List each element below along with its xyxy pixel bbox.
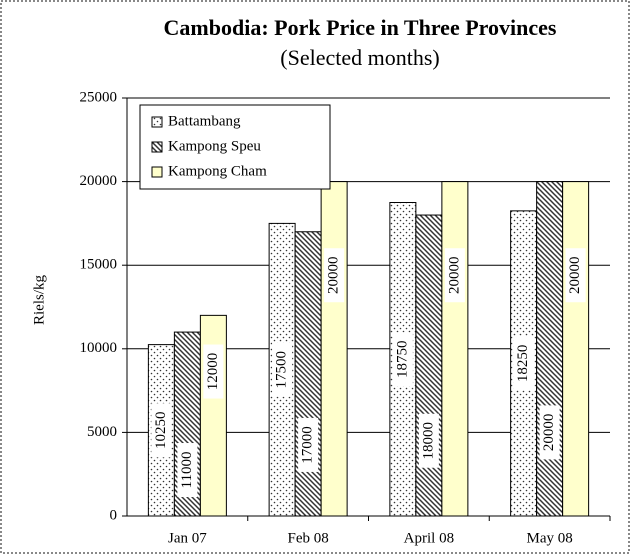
bar: [294, 231, 322, 517]
x-tick-label: Jan 07: [168, 530, 207, 546]
y-axis-label: Riels/kg: [31, 275, 47, 326]
legend-text: Kampong Cham: [168, 163, 267, 179]
value-label: 20000: [567, 256, 583, 294]
legend-text: Battambang: [168, 113, 241, 129]
value-label: 18250: [515, 345, 531, 383]
value-label: 17000: [300, 426, 316, 464]
x-tick-label: Feb 08: [288, 530, 329, 546]
x-tick-label: May 08: [527, 530, 573, 546]
value-label-box: [513, 336, 534, 391]
y-tick-label: 10000: [80, 340, 118, 356]
value-label: 17500: [274, 351, 290, 389]
y-tick-label: 0: [110, 507, 118, 523]
value-label-box: [272, 342, 293, 397]
legend-swatch: [151, 141, 163, 153]
bar: [415, 214, 443, 517]
bar: [562, 181, 590, 517]
value-label-box: [177, 443, 198, 498]
value-label-box: [565, 248, 586, 303]
legend-box: [139, 104, 331, 190]
value-label: 18000: [420, 422, 436, 460]
value-label: 11000: [179, 452, 195, 489]
value-label-box: [324, 248, 345, 303]
value-label-box: [298, 417, 319, 472]
bar: [536, 181, 564, 517]
legend-text: Kampong Speu: [168, 138, 261, 154]
bar: [320, 181, 348, 517]
value-label: 12000: [205, 353, 221, 391]
value-label: 10250: [153, 412, 169, 450]
legend-swatch: [151, 116, 163, 128]
value-label: 18750: [394, 341, 410, 379]
value-label-box: [444, 248, 465, 303]
y-tick-label: 15000: [80, 257, 118, 273]
value-label-box: [203, 344, 224, 399]
value-label-box: [539, 405, 560, 460]
value-label: 20000: [446, 256, 462, 294]
bar: [441, 181, 469, 517]
value-label-box: [151, 403, 172, 458]
x-tick-label: April 08: [404, 530, 454, 546]
chart-subtitle: (Selected months): [280, 45, 439, 70]
legend-swatch: [151, 166, 163, 178]
value-label: 20000: [541, 414, 557, 452]
value-label-box: [392, 332, 413, 387]
chart-title: Cambodia: Pork Price in Three Provinces: [164, 15, 557, 40]
y-tick-label: 5000: [87, 424, 117, 440]
value-label: 20000: [326, 256, 342, 294]
y-tick-label: 20000: [80, 173, 118, 189]
y-tick-label: 25000: [80, 89, 118, 105]
value-label-box: [418, 413, 439, 468]
